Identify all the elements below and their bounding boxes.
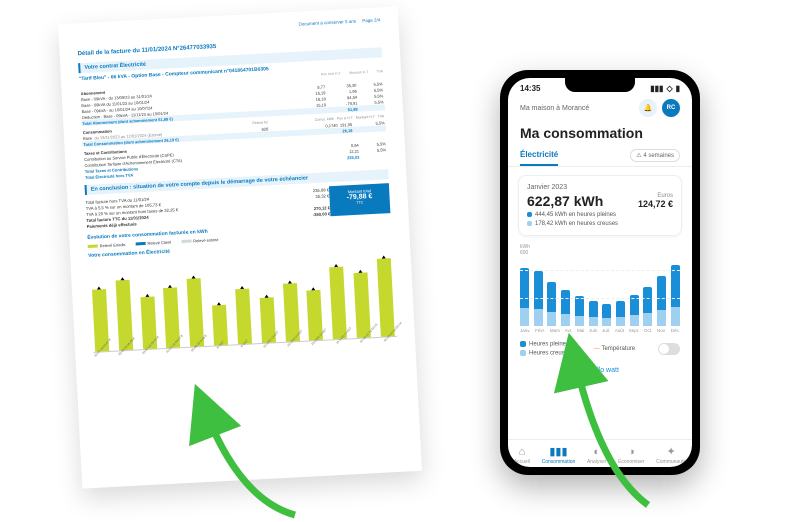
status-time: 14:35 [520, 84, 540, 93]
legend-item: Relevé estimé [181, 237, 219, 244]
phone-screen: 14:35 ▮▮▮ ◇ ▮ Ma maison à Morancé 🔔 RC M… [508, 78, 692, 467]
battery-icon: ▮ [676, 84, 680, 93]
phone-frame: 14:35 ▮▮▮ ◇ ▮ Ma maison à Morancé 🔔 RC M… [500, 70, 700, 475]
tab-electricite[interactable]: Électricité [520, 145, 558, 166]
phone-chart-bar[interactable] [520, 268, 529, 326]
nav-analyser[interactable]: ◐Analyser [587, 446, 606, 465]
legend-item: Relevé Client [135, 240, 171, 247]
summary-card: Janvier 2023 622,87 kWh Euros 124,72 € 4… [518, 175, 682, 236]
legend-hp: Heures pleines [520, 341, 571, 348]
chart-bar [235, 289, 252, 345]
total-amount-box: Montant total -79,88 € TTC [329, 183, 390, 216]
nav-économiser[interactable]: ◑Économiser [618, 446, 644, 465]
phone-chart-bar[interactable] [657, 276, 666, 326]
bottom-nav: ⌂Accueil ▮▮▮Consommation ◐Analyser ◑Économi… [508, 439, 692, 467]
phone-chart-bar[interactable] [547, 282, 556, 326]
phone-legend: Heures pleines Heures creuses — Températ… [508, 335, 692, 362]
nav-icon: ◐ [593, 446, 600, 458]
invoice-bar-chart [89, 247, 397, 353]
doc-meta: Document à conserver 5 ans Page 2/4 [298, 17, 380, 26]
card-hp-line: 444,45 kWh en heures pleines [527, 212, 673, 218]
status-icons: ▮▮▮ ◇ ▮ [650, 84, 680, 93]
card-euros: Euros 124,72 € [638, 193, 673, 209]
bell-icon[interactable]: 🔔 [639, 99, 657, 117]
tabs-row: Électricité ⚠ 4 semaines [508, 145, 692, 167]
page-number: Page 2/4 [362, 17, 380, 23]
contract-header-text: Votre contrat Électricité [84, 62, 146, 71]
chart-bar [354, 272, 371, 338]
phone-chart-bar[interactable] [671, 265, 680, 326]
temp-toggle[interactable] [658, 343, 680, 355]
nav-communauté[interactable]: ✦Communauté [656, 445, 686, 465]
phone-topbar: Ma maison à Morancé 🔔 RC [508, 95, 692, 121]
chart-bar [329, 267, 347, 340]
nav-icon: ✦ [667, 445, 676, 458]
phone-chart-bar[interactable] [561, 290, 570, 326]
home-label: Ma maison à Morancé [520, 105, 589, 112]
nav-icon: ⌂ [519, 446, 526, 458]
axis-label: kWh 600 [508, 244, 692, 256]
page-title: Ma consommation [508, 121, 692, 145]
chart-bar [377, 258, 395, 337]
phone-notch [565, 78, 635, 92]
phone-chart-bar[interactable] [575, 296, 584, 326]
phone-bar-chart [508, 256, 692, 326]
nav-icon: ▮▮▮ [549, 445, 567, 458]
keep-label: Document à conserver 5 ans [298, 19, 356, 27]
nav-accueil[interactable]: ⌂Accueil [514, 446, 530, 465]
card-month: Janvier 2023 [527, 184, 673, 191]
phone-month-labels: Janv.Févr.MarsAvr.MaiJuinJuil.AoûtSept.O… [508, 326, 692, 335]
phone-chart-bar[interactable] [602, 304, 611, 326]
period-pill[interactable]: ⚠ 4 semaines [630, 149, 680, 162]
legend-temp: — Température [594, 346, 635, 352]
wifi-icon: ◇ [666, 84, 672, 93]
avatar[interactable]: RC [662, 99, 680, 117]
phone-chart-bar[interactable] [589, 301, 598, 326]
phone-chart-bar[interactable] [643, 287, 652, 326]
card-hc-line: 178,42 kWh en heures creuses [527, 221, 673, 227]
nav-icon: ◑ [628, 446, 635, 458]
phone-chart-bar[interactable] [630, 295, 639, 326]
nav-consommation[interactable]: ▮▮▮Consommation [542, 445, 576, 465]
phone-chart-bar[interactable] [616, 301, 625, 326]
hello-watt-label: ☀ hello watt [508, 362, 692, 378]
invoice-document: Document à conserver 5 ans Page 2/4 Déta… [58, 6, 422, 488]
legend-hc: Heures creuses [520, 350, 571, 357]
phone-chart-bar[interactable] [534, 271, 543, 326]
signal-icon: ▮▮▮ [650, 84, 663, 93]
legend-item: Relevé Enedis [88, 242, 126, 249]
card-kwh: 622,87 kWh [527, 193, 603, 209]
